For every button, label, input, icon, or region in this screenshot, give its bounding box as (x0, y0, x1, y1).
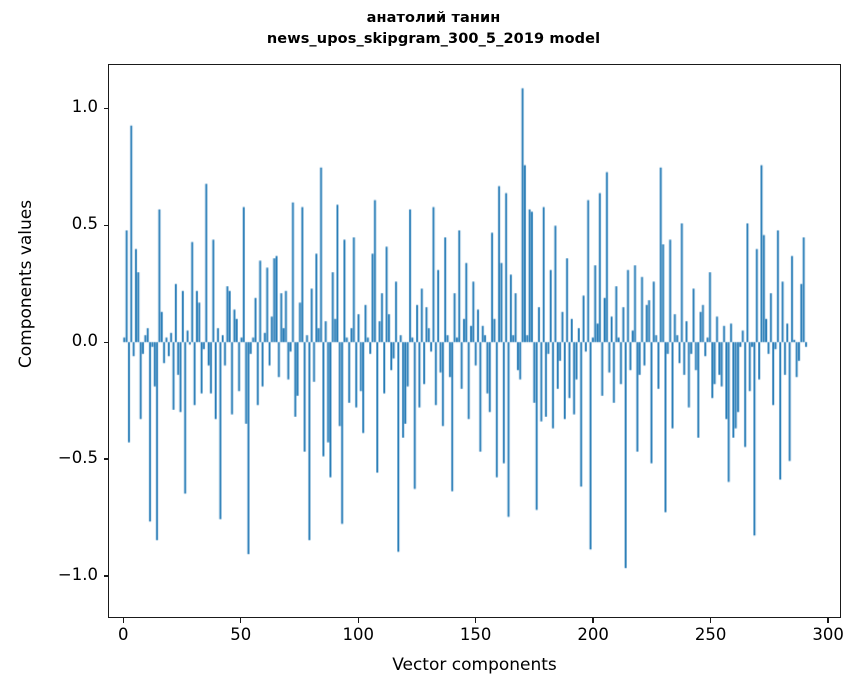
x-tick-mark (592, 618, 594, 623)
x-tick-label: 200 (577, 625, 609, 644)
y-tick-label: −1.0 (57, 564, 98, 584)
x-tick-label: 0 (118, 625, 129, 644)
y-tick-mark (103, 341, 108, 343)
y-tick-label: 1.0 (71, 97, 98, 117)
x-axis-label: Vector components (392, 655, 557, 675)
x-tick-mark (122, 618, 124, 623)
x-tick-mark (475, 618, 477, 623)
x-tick-mark (709, 618, 712, 623)
y-tick-mark (103, 224, 108, 226)
chart-title-line1: анатолий танин (366, 10, 501, 26)
x-tick-mark (827, 618, 829, 623)
plot-axes (108, 64, 841, 618)
y-tick-mark (103, 575, 108, 577)
x-tick-label: 100 (342, 625, 374, 644)
y-tick-label: −0.5 (57, 448, 98, 468)
chart-title-line2: news_upos_skipgram_300_5_2019 model (266, 31, 601, 47)
y-tick-mark (103, 107, 108, 110)
y-tick-label: 0.0 (71, 331, 98, 351)
y-axis-label: Components values (16, 199, 36, 369)
y-tick-mark (103, 458, 108, 460)
x-tick-mark (240, 618, 242, 623)
x-tick-label: 150 (459, 625, 492, 644)
y-tick-label: 0.5 (71, 214, 98, 234)
x-tick-mark (357, 618, 359, 623)
x-tick-label: 50 (230, 625, 252, 644)
bar-series-canvas (109, 65, 840, 617)
x-tick-label: 250 (694, 625, 727, 644)
x-tick-label: 300 (812, 625, 844, 644)
